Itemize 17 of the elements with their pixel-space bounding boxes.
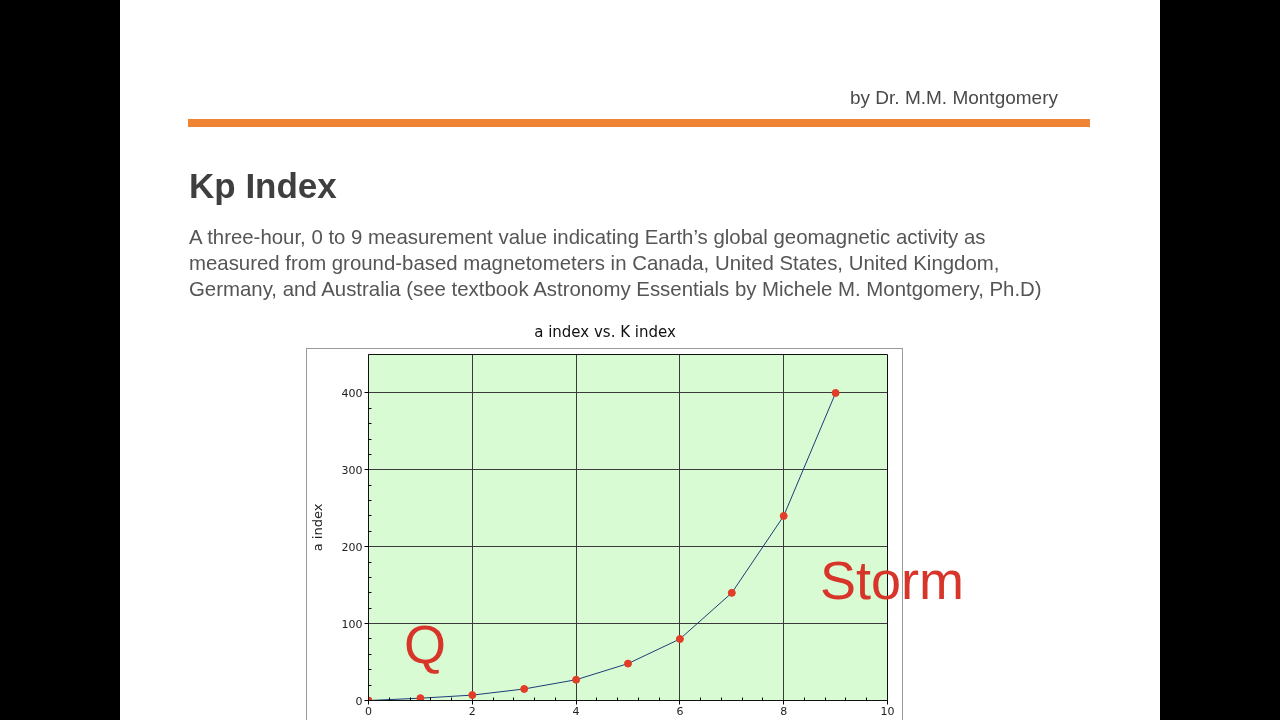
y-tick-label: 100: [341, 617, 363, 631]
y-tick-label: 400: [341, 386, 363, 400]
chart-title: a index vs. K index: [533, 322, 677, 342]
y-axis-title: a index: [309, 503, 325, 552]
x-tick-label: 8: [780, 704, 788, 718]
x-tick-label: 6: [676, 704, 684, 718]
text: by Dr. M.M. Montgomery: [850, 86, 1058, 110]
x-tick-label: 2: [468, 704, 476, 718]
text: A three-hour, 0 to 9 measurement value indicating Earth’s global geomagnetic activity as measured from ground-based magnetometers in Canada, United States, United Kingdom, Germany, and Australia (see textbook Astronomy Essentials by Michele M. Montgomery, Ph.D): [189, 225, 1043, 302]
annotation: Q: [404, 614, 447, 674]
x-tick-label: 0: [365, 704, 372, 718]
text: Kp Index: [189, 165, 337, 207]
y-tick-label: 0: [355, 694, 363, 708]
y-tick-label: 300: [341, 463, 363, 477]
x-tick-label: 4: [572, 704, 580, 718]
y-tick-label: 200: [341, 540, 363, 554]
x-tick-label: 10: [880, 704, 895, 718]
